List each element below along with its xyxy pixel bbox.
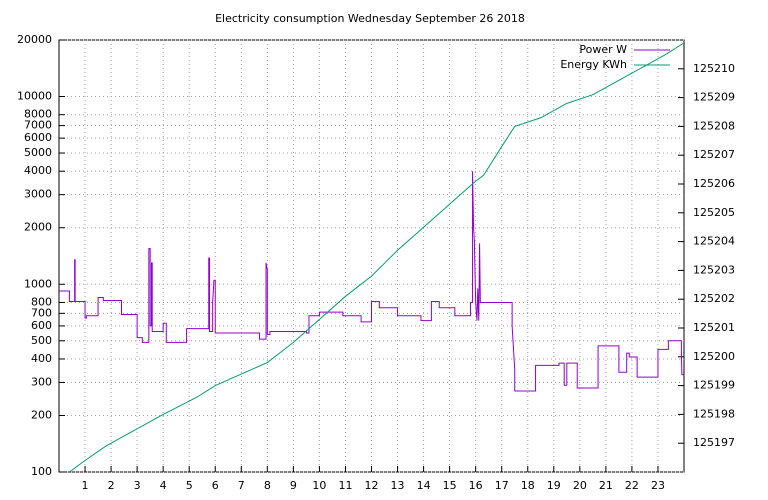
y-tick-label: 7000 [24, 119, 52, 132]
x-tick-label: 7 [238, 479, 245, 492]
x-tick-label: 2 [108, 479, 115, 492]
legend-label: Power W [579, 43, 627, 56]
x-tick-label: 5 [186, 479, 193, 492]
x-tick-label: 20 [573, 479, 587, 492]
y-tick-label: 600 [31, 319, 52, 332]
y2-tick-label: 125197 [693, 436, 735, 449]
y-tick-label: 300 [31, 375, 52, 388]
x-tick-label: 23 [651, 479, 665, 492]
y-tick-label: 5000 [24, 146, 52, 159]
y-tick-label: 3000 [24, 188, 52, 201]
x-tick-label: 6 [212, 479, 219, 492]
y-tick-label: 10000 [17, 90, 52, 103]
y2-tick-label: 125206 [693, 177, 735, 190]
y2-tick-label: 125205 [693, 206, 735, 219]
x-tick-label: 17 [495, 479, 509, 492]
y2-tick-label: 125208 [693, 119, 735, 132]
x-tick-label: 22 [625, 479, 639, 492]
y-tick-label: 4000 [24, 164, 52, 177]
x-tick-label: 3 [134, 479, 141, 492]
x-tick-label: 14 [417, 479, 431, 492]
y2-tick-label: 125209 [693, 91, 735, 104]
y2-tick-label: 125207 [693, 148, 735, 161]
x-tick-label: 12 [365, 479, 379, 492]
x-tick-label: 21 [599, 479, 613, 492]
series-line [59, 171, 684, 392]
y2-tick-label: 125203 [693, 263, 735, 276]
x-tick-label: 9 [290, 479, 297, 492]
y-tick-label: 200 [31, 408, 52, 421]
y-tick-label: 1000 [24, 277, 52, 290]
y-tick-label: 500 [31, 334, 52, 347]
y-tick-label: 2000 [24, 221, 52, 234]
x-tick-label: 19 [547, 479, 561, 492]
y-tick-label: 100 [31, 465, 52, 478]
x-tick-label: 1 [82, 479, 89, 492]
chart-title: Electricity consumption Wednesday Septem… [215, 12, 525, 25]
y-tick-label: 20000 [17, 33, 52, 46]
x-tick-label: 8 [264, 479, 271, 492]
y2-tick-label: 125204 [693, 235, 735, 248]
legend-label: Energy KWh [560, 58, 627, 71]
y2-tick-label: 125210 [693, 62, 735, 75]
x-tick-label: 4 [160, 479, 167, 492]
y-tick-label: 700 [31, 306, 52, 319]
x-tick-label: 11 [338, 479, 352, 492]
series-line [69, 42, 685, 473]
y-tick-label: 8000 [24, 108, 52, 121]
y2-tick-label: 125201 [693, 321, 735, 334]
x-tick-label: 15 [443, 479, 457, 492]
x-tick-label: 13 [391, 479, 405, 492]
y2-tick-label: 125200 [693, 350, 735, 363]
x-tick-label: 16 [469, 479, 483, 492]
y-tick-label: 800 [31, 295, 52, 308]
y2-tick-label: 125199 [693, 379, 735, 392]
x-tick-label: 18 [521, 479, 535, 492]
y2-tick-label: 125202 [693, 292, 735, 305]
y2-tick-label: 125198 [693, 407, 735, 420]
y-tick-label: 6000 [24, 131, 52, 144]
x-tick-label: 10 [312, 479, 326, 492]
y-tick-label: 400 [31, 352, 52, 365]
